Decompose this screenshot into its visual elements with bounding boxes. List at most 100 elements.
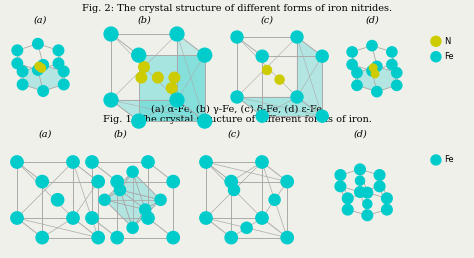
Circle shape xyxy=(198,114,212,128)
Circle shape xyxy=(142,156,154,168)
Text: Fig. 1: The crystal structure of different forms of iron.: Fig. 1: The crystal structure of differe… xyxy=(102,116,372,124)
Circle shape xyxy=(241,222,252,233)
Circle shape xyxy=(86,212,98,224)
Circle shape xyxy=(392,68,402,78)
Circle shape xyxy=(256,50,268,62)
Circle shape xyxy=(86,156,98,168)
Circle shape xyxy=(11,212,23,224)
Circle shape xyxy=(12,58,23,69)
Circle shape xyxy=(387,47,397,57)
Circle shape xyxy=(198,48,212,62)
Circle shape xyxy=(372,86,382,97)
Circle shape xyxy=(342,204,353,215)
Text: (d): (d) xyxy=(353,130,367,139)
Circle shape xyxy=(231,91,243,103)
Polygon shape xyxy=(23,65,64,91)
Circle shape xyxy=(104,27,118,41)
Circle shape xyxy=(104,93,118,107)
Polygon shape xyxy=(357,66,397,92)
Circle shape xyxy=(291,31,303,43)
Circle shape xyxy=(367,66,377,76)
Polygon shape xyxy=(237,97,322,116)
Circle shape xyxy=(372,61,382,71)
Circle shape xyxy=(335,181,346,192)
Circle shape xyxy=(200,156,212,168)
Circle shape xyxy=(33,64,43,75)
Circle shape xyxy=(36,175,48,188)
Text: (c): (c) xyxy=(261,16,273,25)
Text: N: N xyxy=(444,37,450,46)
Circle shape xyxy=(12,45,23,55)
Text: (a): (a) xyxy=(38,130,52,139)
Circle shape xyxy=(316,110,328,122)
Circle shape xyxy=(362,210,373,221)
Text: (c): (c) xyxy=(228,130,240,139)
Text: (a) α-Fe, (b) γ-Fe, (c) δ-Fe, (d) ε-Fe: (a) α-Fe, (b) γ-Fe, (c) δ-Fe, (d) ε-Fe xyxy=(152,105,322,114)
Circle shape xyxy=(355,164,365,175)
Circle shape xyxy=(92,231,104,244)
Polygon shape xyxy=(139,55,205,121)
Circle shape xyxy=(200,212,212,224)
Circle shape xyxy=(363,199,372,208)
Circle shape xyxy=(369,64,377,71)
Circle shape xyxy=(52,194,64,206)
Circle shape xyxy=(38,86,48,96)
Circle shape xyxy=(352,68,362,78)
Circle shape xyxy=(153,72,163,83)
Circle shape xyxy=(256,156,268,168)
Circle shape xyxy=(132,114,146,128)
Circle shape xyxy=(114,184,126,196)
Circle shape xyxy=(431,36,441,46)
Circle shape xyxy=(382,193,392,204)
Polygon shape xyxy=(105,172,133,200)
Circle shape xyxy=(166,83,177,93)
Circle shape xyxy=(263,66,272,75)
Circle shape xyxy=(38,60,48,70)
Circle shape xyxy=(111,175,123,188)
Circle shape xyxy=(275,75,284,84)
Text: (a): (a) xyxy=(33,16,46,25)
Circle shape xyxy=(92,175,104,188)
Circle shape xyxy=(35,62,43,70)
Circle shape xyxy=(37,64,46,72)
Circle shape xyxy=(392,80,402,91)
Circle shape xyxy=(155,194,166,205)
Circle shape xyxy=(53,58,64,69)
Circle shape xyxy=(170,93,184,107)
Circle shape xyxy=(36,231,48,244)
Text: (b): (b) xyxy=(113,130,127,139)
Circle shape xyxy=(169,72,180,83)
Text: Fe: Fe xyxy=(444,156,454,164)
Circle shape xyxy=(136,72,146,83)
Circle shape xyxy=(53,45,64,55)
Polygon shape xyxy=(120,190,161,228)
Text: Fig. 2: The crystal structure of different forms of iron nitrides.: Fig. 2: The crystal structure of differe… xyxy=(82,4,392,13)
Circle shape xyxy=(335,170,346,180)
Circle shape xyxy=(167,231,179,244)
Circle shape xyxy=(170,27,184,41)
Circle shape xyxy=(142,212,154,224)
Text: Fe: Fe xyxy=(444,52,454,61)
Circle shape xyxy=(347,47,357,57)
Circle shape xyxy=(18,79,28,90)
Circle shape xyxy=(316,50,328,62)
Circle shape xyxy=(431,52,441,62)
Circle shape xyxy=(11,156,23,168)
Circle shape xyxy=(99,194,110,205)
Circle shape xyxy=(33,38,43,49)
Circle shape xyxy=(387,59,397,70)
Circle shape xyxy=(281,231,293,244)
Circle shape xyxy=(67,156,79,168)
Polygon shape xyxy=(111,100,205,121)
Circle shape xyxy=(342,193,353,204)
Polygon shape xyxy=(120,172,161,200)
Circle shape xyxy=(256,110,268,122)
Circle shape xyxy=(225,175,237,188)
Circle shape xyxy=(256,212,268,224)
Circle shape xyxy=(228,184,239,196)
Circle shape xyxy=(382,204,392,215)
Circle shape xyxy=(18,66,28,77)
Circle shape xyxy=(269,194,280,205)
Circle shape xyxy=(225,231,237,244)
Circle shape xyxy=(231,31,243,43)
